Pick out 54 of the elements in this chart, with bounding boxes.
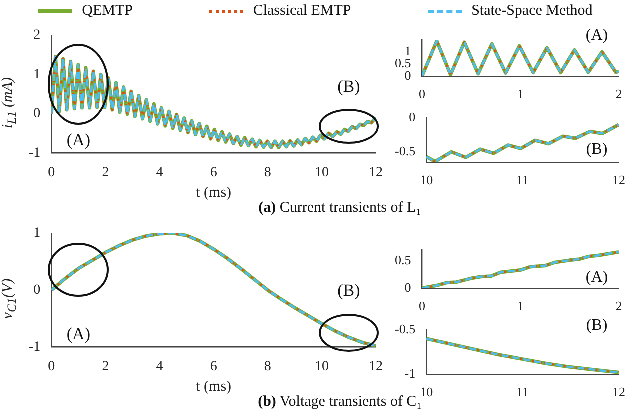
x-tick-label: 1: [517, 86, 524, 102]
y-tick-label: 0: [409, 109, 416, 124]
annotation: (B): [586, 317, 608, 334]
x-tick-label: 8: [264, 165, 272, 180]
annotation: (A): [66, 324, 90, 344]
y-tick-label: -1: [404, 366, 416, 381]
annotation: (A): [586, 27, 608, 44]
legend-label: QEMTP: [82, 2, 133, 20]
x-tick-label: 8: [264, 359, 272, 374]
x-tick-label: 12: [369, 359, 383, 374]
x-tick-label: 6: [210, 165, 218, 180]
y-tick-label: -0.5: [394, 144, 416, 159]
x-tick-label: 4: [156, 165, 164, 180]
annotation: (A): [66, 130, 90, 150]
legend-label: Classical EMTP: [253, 2, 352, 20]
x-tick-label: 4: [156, 359, 164, 374]
y-tick-label: 0.5: [395, 252, 412, 268]
annotation: (B): [586, 141, 608, 158]
legend-label: State-Space Method: [472, 2, 593, 20]
annotation: (B): [338, 281, 360, 300]
y-tick-label: 0: [404, 280, 412, 295]
x-axis-title: t (ms): [196, 184, 232, 201]
y-tick-label: 0: [34, 106, 41, 122]
x-tick-label: 2: [616, 298, 622, 314]
annotation: (B): [338, 76, 360, 96]
y-tick-label: 0: [34, 282, 41, 298]
y-tick-label: 2: [34, 28, 41, 44]
x-tick-label: 0: [48, 165, 56, 180]
x-axis-title: t (ms): [196, 378, 232, 395]
annotation: (A): [586, 268, 608, 286]
y-tick-label: -0.5: [394, 321, 416, 336]
x-tick-label: 10: [314, 165, 329, 180]
y-tick-label: -1: [28, 340, 41, 355]
x-tick-label: 11: [516, 384, 530, 400]
x-tick-label: 1: [517, 298, 524, 314]
x-tick-label: 2: [102, 165, 110, 180]
x-tick-label: 12: [369, 165, 383, 180]
text: (a) Current transients of L₁: [258, 200, 422, 217]
x-tick-label: 6: [210, 359, 218, 374]
x-tick-label: 11: [516, 172, 530, 188]
x-tick-label: 10: [420, 384, 434, 400]
x-tick-label: 12: [612, 384, 626, 400]
x-tick-label: 0: [419, 86, 426, 102]
x-tick-label: 2: [102, 359, 110, 374]
x-tick-label: 0: [48, 359, 56, 374]
x-tick-label: 2: [616, 86, 622, 102]
y-tick-label: 1: [34, 226, 41, 242]
text: (b) Voltage transients of C₁: [258, 394, 422, 410]
y-tick-label: -1: [28, 146, 41, 161]
x-tick-label: 10: [420, 172, 434, 188]
x-tick-label: 10: [314, 359, 329, 374]
x-tick-label: 0: [419, 298, 426, 314]
y-tick-label: 1: [34, 67, 41, 82]
x-tick-label: 12: [612, 172, 626, 188]
